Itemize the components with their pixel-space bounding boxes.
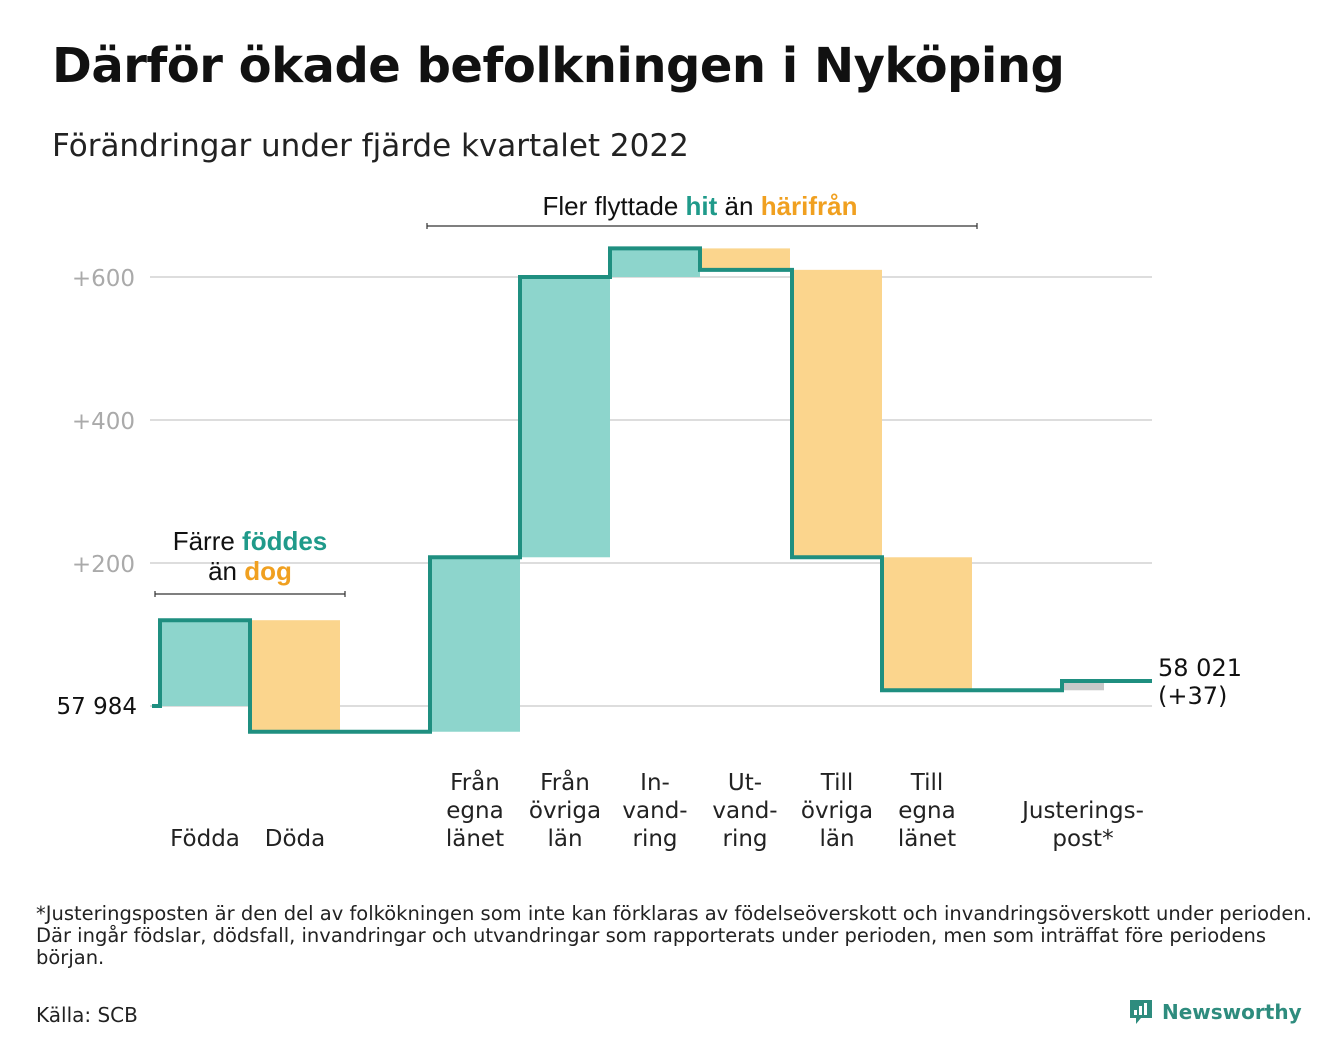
births-bracket — [154, 591, 346, 597]
waterfall-chart: +200 +400 +600 57 984 58 021(+37) Födda Döda F… — [57, 191, 1242, 852]
chart-title: Därför ökade befolkningen i Nyköping — [52, 38, 1065, 94]
x-category-label: Justerings- — [1020, 798, 1144, 824]
x-category-label: Från — [450, 768, 500, 796]
bar-doda — [250, 620, 340, 732]
x-category-label: övriga — [801, 798, 873, 824]
bar-justeringspost — [1062, 680, 1104, 691]
x-category-label: Till — [910, 770, 944, 796]
footnote: *Justeringsposten är den del av folkökni… — [36, 902, 1312, 969]
x-category-label: Ut- — [728, 770, 762, 796]
bar-fodda — [160, 620, 250, 706]
deaths-annotation-prefix: än — [208, 556, 244, 586]
births-annotation-highlight: föddes — [242, 526, 327, 556]
y-tick-label: +400 — [72, 409, 135, 435]
births-annotation-line2: än dog — [208, 556, 292, 586]
migration-annotation-middle: än — [717, 191, 760, 221]
migration-annotation-highlight-in: hit — [686, 191, 718, 221]
end-change-label: (+37) — [1158, 682, 1227, 710]
x-category-label: ring — [632, 826, 677, 852]
x-category-label: ring — [722, 826, 767, 852]
x-category-label: Från — [540, 768, 590, 796]
brand-logo[interactable]: Newsworthy — [1128, 998, 1302, 1026]
cumulative-line — [152, 246, 1152, 734]
x-category-label: länet — [898, 826, 956, 852]
bar-till-ovriga-lan — [792, 269, 882, 558]
bar-utvandring — [700, 248, 790, 270]
x-category-label: Döda — [265, 826, 325, 852]
chart-subtitle: Förändringar under fjärde kvartalet 2022 — [52, 128, 689, 164]
brand-name: Newsworthy — [1162, 1000, 1302, 1024]
x-category-label: vand- — [712, 798, 777, 824]
bars — [160, 248, 1104, 732]
cumulative-path — [152, 246, 1152, 734]
y-tick-label: +600 — [72, 266, 135, 292]
x-category-label: vand- — [622, 798, 687, 824]
x-category-label: övriga — [529, 798, 601, 824]
x-category-label: Till — [820, 770, 854, 796]
migration-annotation-prefix: Fler flyttade — [542, 191, 685, 221]
start-value-label: 57 984 — [57, 694, 137, 720]
x-category-label: In- — [640, 770, 670, 796]
x-category-label: egna — [446, 798, 503, 824]
source-text: Källa: SCB — [36, 1003, 138, 1027]
bar-invandring — [610, 248, 700, 277]
x-category-label: post* — [1052, 826, 1113, 852]
x-category-label: län — [819, 826, 854, 852]
newsworthy-logo-icon — [1130, 1000, 1152, 1024]
bar-till-egna-lanet — [882, 557, 972, 691]
x-category-label: egna — [898, 798, 955, 824]
y-tick-label: +200 — [72, 552, 135, 578]
deaths-annotation-highlight: dog — [244, 556, 292, 586]
x-category-label: län — [547, 826, 582, 852]
births-annotation-line1: Färre föddes — [173, 526, 328, 556]
migration-bracket — [426, 223, 978, 229]
migration-annotation: Fler flyttade hit än härifrån — [542, 191, 857, 221]
x-category-label: länet — [446, 826, 504, 852]
migration-annotation-highlight-out: härifrån — [761, 191, 858, 221]
end-value-label: 58 021 — [1158, 654, 1242, 682]
x-category-label: Födda — [170, 826, 240, 852]
births-annotation-prefix: Färre — [173, 526, 242, 556]
bar-fran-ovriga-lan — [520, 277, 610, 558]
bar-fran-egna-lanet — [430, 557, 520, 732]
